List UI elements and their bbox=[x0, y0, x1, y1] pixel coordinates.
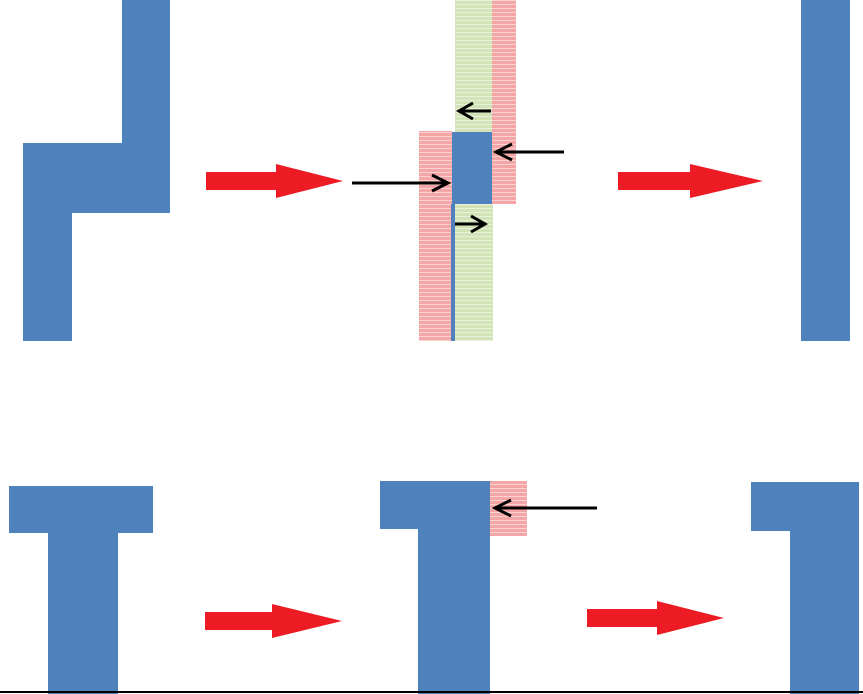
removed-region-top bbox=[492, 0, 516, 204]
kept-segment-thin bbox=[451, 204, 455, 341]
flow-arrow-right-icon bbox=[618, 164, 763, 198]
pointer-arrow-left-icon bbox=[491, 498, 597, 518]
pointer-arrow-right-icon bbox=[352, 173, 452, 193]
pointer-arrow-left-icon bbox=[492, 142, 564, 162]
trimmed-notch bbox=[380, 481, 597, 694]
t-shaped-polygon bbox=[9, 486, 153, 694]
t-shaped-polygon-kept bbox=[380, 481, 490, 694]
z-shaped-polygon bbox=[23, 0, 170, 341]
flow-arrow-right-icon bbox=[206, 164, 343, 198]
flow-arrow-right-icon bbox=[587, 601, 724, 635]
added-region-bottom bbox=[455, 204, 493, 341]
flow-arrow-right-icon bbox=[205, 604, 342, 638]
short-arrow-right-icon bbox=[455, 214, 489, 234]
l-shaped-polygon bbox=[751, 482, 859, 694]
removed-region-left bbox=[419, 131, 452, 341]
shifted-segments bbox=[352, 0, 564, 341]
short-arrow-left-icon bbox=[455, 101, 491, 121]
straight-bar bbox=[801, 0, 850, 341]
kept-segment-core bbox=[452, 132, 492, 204]
